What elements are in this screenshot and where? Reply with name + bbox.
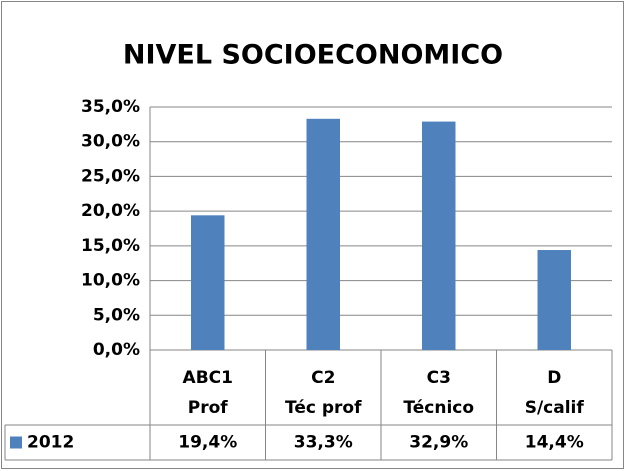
chart-title: NIVEL SOCIOECONOMICO — [123, 40, 503, 71]
data-label: 33,3% — [294, 433, 353, 453]
y-tick-label: 0,0% — [93, 340, 140, 360]
bar — [306, 118, 340, 350]
y-tick-label: 25,0% — [81, 166, 140, 186]
y-tick-label: 5,0% — [93, 305, 140, 325]
x-tick-label: S/calif — [525, 398, 585, 418]
y-tick-label: 15,0% — [81, 236, 140, 256]
bar — [422, 121, 456, 350]
x-tick-label: D — [547, 368, 561, 388]
bar — [537, 250, 571, 350]
data-label: 32,9% — [409, 433, 468, 453]
data-label: 19,4% — [178, 433, 237, 453]
x-tick-label: ABC1 — [183, 368, 233, 388]
legend-label: 2012 — [27, 433, 74, 453]
y-tick-label: 10,0% — [81, 271, 140, 291]
x-tick-label: Prof — [188, 398, 229, 418]
x-tick-label: Téc prof — [285, 398, 362, 418]
legend-key — [10, 436, 22, 449]
x-tick-label: Técnico — [403, 398, 474, 418]
y-tick-label: 30,0% — [81, 132, 140, 152]
data-label: 14,4% — [525, 433, 584, 453]
x-tick-label: C3 — [427, 368, 451, 388]
y-tick-label: 20,0% — [81, 201, 140, 221]
x-tick-label: C2 — [311, 368, 335, 388]
bar — [191, 215, 225, 350]
y-tick-label: 35,0% — [81, 97, 140, 117]
